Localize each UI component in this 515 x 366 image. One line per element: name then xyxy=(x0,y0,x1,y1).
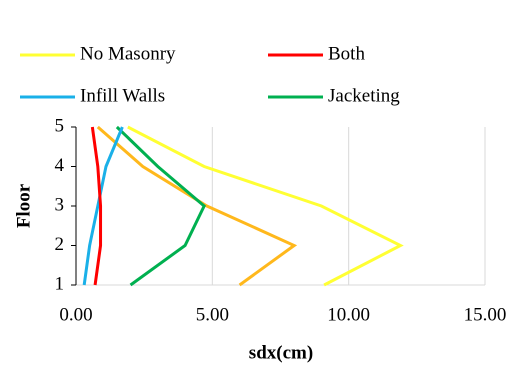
y-tick-label: 5 xyxy=(55,115,65,136)
x-tick-label: 15.00 xyxy=(464,304,507,325)
legend-label: Both xyxy=(328,43,365,64)
y-tick-label: 4 xyxy=(55,155,65,176)
series-line xyxy=(96,125,298,287)
series-line xyxy=(82,126,124,286)
legend-label: Infill Walls xyxy=(80,85,165,106)
y-tick-label: 3 xyxy=(55,194,65,215)
legend-label: No Masonry xyxy=(80,43,176,64)
series-line xyxy=(90,126,103,286)
series-line xyxy=(127,125,404,287)
series-line xyxy=(115,125,207,287)
legend-label: Jacketing xyxy=(328,85,400,106)
x-tick-label: 0.00 xyxy=(59,304,92,325)
x-axis-label: sdx(cm) xyxy=(249,342,313,363)
y-axis-label: Floor xyxy=(13,183,34,228)
y-tick-label: 1 xyxy=(55,273,65,294)
x-tick-label: 5.00 xyxy=(196,304,229,325)
x-tick-label: 10.00 xyxy=(327,304,370,325)
y-tick-label: 2 xyxy=(55,234,65,255)
